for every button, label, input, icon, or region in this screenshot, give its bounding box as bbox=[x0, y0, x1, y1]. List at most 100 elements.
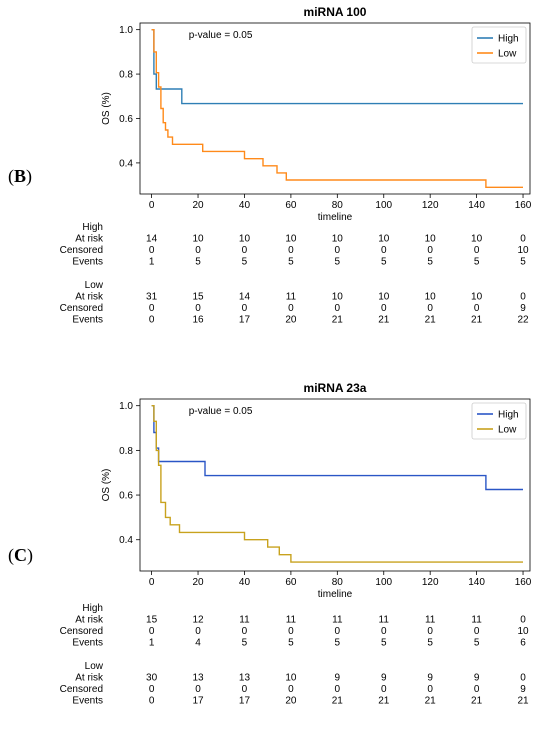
risk-value: 0 bbox=[427, 303, 433, 314]
risk-value: 0 bbox=[520, 292, 526, 303]
risk-value: 0 bbox=[288, 684, 294, 695]
risk-value: 5 bbox=[381, 257, 387, 268]
y-axis-label: OS (%) bbox=[101, 92, 112, 125]
risk-row-label: Events bbox=[72, 257, 103, 268]
risk-value: 11 bbox=[425, 615, 436, 626]
risk-row-label: Censored bbox=[60, 303, 103, 314]
risk-row-label: Events bbox=[72, 638, 103, 649]
risk-value: 5 bbox=[242, 638, 248, 649]
risk-group-name: Low bbox=[85, 280, 104, 291]
risk-value: 0 bbox=[427, 626, 433, 637]
risk-value: 21 bbox=[425, 315, 437, 326]
risk-value: 31 bbox=[146, 292, 158, 303]
risk-value: 10 bbox=[332, 234, 344, 245]
risk-value: 13 bbox=[239, 673, 251, 684]
risk-value: 10 bbox=[285, 673, 297, 684]
risk-value: 0 bbox=[335, 303, 341, 314]
risk-row-label: At risk bbox=[75, 234, 104, 245]
risk-value: 10 bbox=[378, 234, 390, 245]
x-tick-label: 60 bbox=[285, 577, 297, 588]
risk-value: 9 bbox=[474, 673, 480, 684]
risk-value: 11 bbox=[332, 615, 343, 626]
y-axis-label: OS (%) bbox=[101, 469, 112, 502]
risk-value: 14 bbox=[239, 292, 251, 303]
panel-letter: (B) bbox=[8, 166, 33, 186]
y-tick-label: 1.0 bbox=[119, 401, 133, 412]
risk-value: 0 bbox=[520, 234, 526, 245]
risk-value: 10 bbox=[517, 626, 529, 637]
risk-value: 10 bbox=[378, 292, 390, 303]
risk-value: 5 bbox=[474, 257, 480, 268]
risk-value: 30 bbox=[146, 673, 158, 684]
risk-value: 11 bbox=[379, 615, 390, 626]
risk-value: 5 bbox=[195, 257, 201, 268]
risk-value: 0 bbox=[474, 245, 480, 256]
risk-value: 10 bbox=[239, 234, 251, 245]
risk-value: 20 bbox=[285, 696, 297, 707]
risk-value: 6 bbox=[520, 638, 526, 649]
risk-value: 0 bbox=[242, 684, 248, 695]
risk-value: 17 bbox=[239, 696, 251, 707]
risk-value: 17 bbox=[192, 696, 204, 707]
risk-row-label: Events bbox=[72, 696, 103, 707]
panel-c: (C) miRNA 23a 0 20 40 60 80 100 120 140 160 0.4 0.6… bbox=[0, 373, 550, 732]
risk-value: 5 bbox=[335, 638, 341, 649]
risk-value: 12 bbox=[192, 615, 204, 626]
risk-value: 0 bbox=[149, 245, 155, 256]
risk-value: 5 bbox=[381, 638, 387, 649]
risk-value: 21 bbox=[471, 315, 483, 326]
y-tick-label: 0.4 bbox=[119, 535, 133, 546]
risk-value: 0 bbox=[520, 673, 526, 684]
x-tick-label: 80 bbox=[332, 200, 344, 211]
risk-row-label: At risk bbox=[75, 292, 104, 303]
risk-value: 0 bbox=[381, 245, 387, 256]
risk-value: 5 bbox=[335, 257, 341, 268]
risk-value: 1 bbox=[149, 257, 155, 268]
y-tick-label: 0.6 bbox=[119, 114, 133, 125]
risk-value: 21 bbox=[378, 315, 390, 326]
risk-group-name: Low bbox=[85, 661, 104, 672]
risk-value: 9 bbox=[335, 673, 341, 684]
x-tick-label: 60 bbox=[285, 200, 297, 211]
x-tick-label: 0 bbox=[149, 200, 155, 211]
risk-value: 0 bbox=[288, 626, 294, 637]
risk-value: 0 bbox=[195, 626, 201, 637]
risk-value: 10 bbox=[192, 234, 204, 245]
risk-value: 9 bbox=[520, 303, 526, 314]
risk-value: 11 bbox=[239, 615, 250, 626]
plot-frame bbox=[139, 398, 531, 572]
x-tick-label: 140 bbox=[468, 200, 485, 211]
legend-box bbox=[471, 402, 527, 440]
x-tick-label: 40 bbox=[239, 200, 251, 211]
risk-value: 10 bbox=[332, 292, 344, 303]
risk-value: 0 bbox=[288, 245, 294, 256]
risk-value: 0 bbox=[149, 303, 155, 314]
series-line-low bbox=[151, 405, 523, 563]
risk-value: 0 bbox=[520, 615, 526, 626]
risk-value: 9 bbox=[427, 673, 433, 684]
risk-value: 5 bbox=[427, 257, 433, 268]
risk-value: 9 bbox=[520, 684, 526, 695]
risk-value: 15 bbox=[146, 615, 158, 626]
risk-value: 11 bbox=[471, 615, 482, 626]
risk-row-label: At risk bbox=[75, 673, 104, 684]
risk-value: 0 bbox=[195, 684, 201, 695]
risk-value: 10 bbox=[471, 234, 483, 245]
x-tick-label: 20 bbox=[192, 200, 204, 211]
risk-value: 11 bbox=[286, 615, 297, 626]
risk-value: 22 bbox=[517, 315, 529, 326]
risk-value: 0 bbox=[381, 626, 387, 637]
risk-value: 21 bbox=[517, 696, 529, 707]
legend-entry: High bbox=[498, 410, 519, 421]
risk-row-label: Events bbox=[72, 315, 103, 326]
risk-value: 0 bbox=[335, 684, 341, 695]
risk-value: 15 bbox=[192, 292, 204, 303]
risk-value: 21 bbox=[378, 696, 390, 707]
risk-value: 9 bbox=[381, 673, 387, 684]
risk-value: 0 bbox=[474, 303, 480, 314]
chart-title: miRNA 23a bbox=[304, 381, 367, 395]
x-tick-label: 120 bbox=[422, 577, 439, 588]
risk-value: 0 bbox=[427, 245, 433, 256]
risk-value: 0 bbox=[242, 626, 248, 637]
